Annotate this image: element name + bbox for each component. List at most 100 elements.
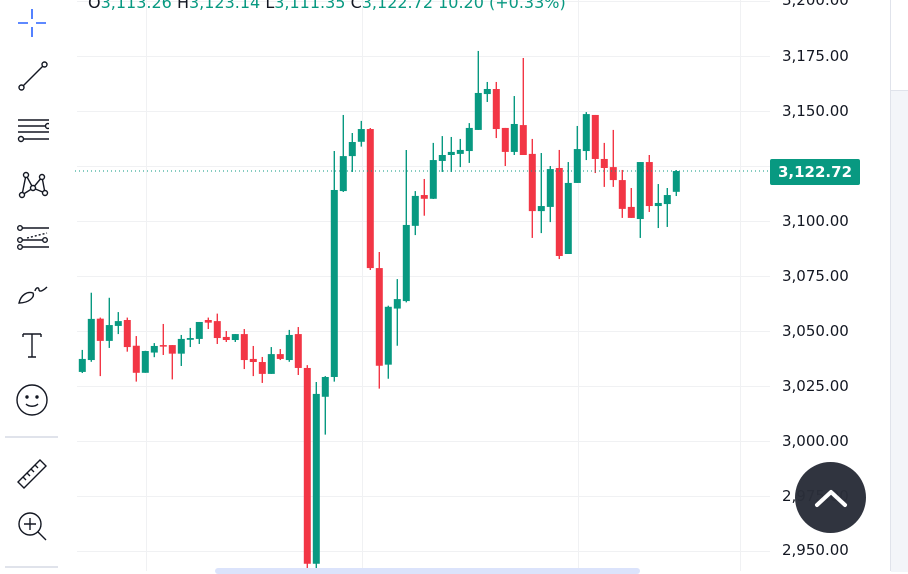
candle-body: [204, 320, 212, 323]
candle-body: [78, 358, 86, 372]
candle: [312, 382, 320, 570]
price-tick: 2,950.00: [782, 541, 849, 559]
candle: [384, 305, 392, 379]
candle: [582, 112, 590, 161]
candle-body: [114, 321, 122, 326]
candle: [447, 136, 455, 172]
candle-body: [267, 354, 275, 374]
candle: [627, 188, 635, 218]
toolbar-divider: [5, 436, 58, 438]
text-tool[interactable]: [12, 325, 52, 365]
candle: [168, 345, 176, 380]
candle: [204, 317, 212, 330]
candle-body: [474, 92, 482, 130]
candle-body: [438, 155, 446, 161]
candle-body: [636, 162, 644, 220]
candle-body: [321, 376, 329, 397]
candle-body: [96, 318, 104, 341]
candle-body: [132, 345, 140, 373]
zoom-in-icon: [18, 512, 47, 541]
toolbar-divider: [5, 566, 58, 568]
price-tick: 3,175.00: [782, 47, 849, 65]
candle-body: [303, 367, 311, 564]
close-label: C: [350, 0, 362, 12]
candle-body: [231, 334, 239, 341]
candle-body: [447, 151, 455, 155]
candle: [393, 279, 401, 346]
candle: [636, 162, 644, 238]
candle: [672, 170, 680, 197]
emoji-tool[interactable]: [12, 380, 52, 420]
candle: [438, 136, 446, 172]
candle-body: [213, 321, 221, 339]
candle: [249, 345, 257, 377]
candle-body: [663, 195, 671, 205]
text-icon: [22, 333, 42, 358]
open-label: O: [88, 0, 101, 12]
candle: [609, 129, 617, 187]
candle: [213, 313, 221, 344]
long-position-icon: [17, 224, 49, 251]
candle-body: [465, 127, 473, 152]
candle: [186, 327, 194, 348]
candle: [573, 125, 581, 183]
candle-body: [609, 167, 617, 181]
candle: [402, 149, 410, 303]
fib-retracement-tool[interactable]: [12, 110, 52, 150]
candle: [330, 151, 338, 382]
candle: [258, 356, 266, 383]
candle: [303, 365, 311, 570]
candle-body: [555, 167, 563, 256]
candle: [114, 312, 122, 335]
brush-tool[interactable]: [12, 272, 52, 312]
candle: [150, 343, 158, 358]
candle: [276, 349, 284, 361]
scroll-to-top-button[interactable]: [795, 462, 866, 533]
fib-retracement-icon: [17, 119, 49, 143]
candle: [618, 169, 626, 218]
candle-body: [150, 345, 158, 353]
candle: [591, 114, 599, 174]
change-value: 10.20 (+0.33%): [438, 0, 566, 12]
candle: [294, 327, 302, 375]
right-panel: [890, 0, 908, 572]
candle-body: [159, 345, 167, 347]
candle-body: [249, 358, 257, 363]
candle-body: [105, 325, 113, 341]
pattern-tool[interactable]: [12, 163, 52, 203]
crosshair-tool[interactable]: [12, 3, 52, 43]
candle: [267, 347, 275, 374]
candle: [195, 321, 203, 344]
candle-body: [492, 89, 500, 130]
candle-body: [429, 160, 437, 199]
price-tick: 3,150.00: [782, 102, 849, 120]
candle-body: [627, 206, 635, 218]
candle-body: [258, 362, 266, 374]
candle-body: [564, 182, 572, 254]
trend-line-tool[interactable]: [12, 55, 52, 95]
high-value: 3,123.14: [188, 0, 261, 12]
zoom-in-tool[interactable]: [12, 506, 52, 546]
candle-body: [591, 114, 599, 159]
candle-body: [573, 149, 581, 183]
candle-body: [123, 320, 131, 348]
candle-body: [294, 334, 302, 368]
drawing-toolbar: [0, 0, 62, 571]
high-label: H: [176, 0, 189, 12]
candle: [123, 317, 131, 352]
xabcd-pattern-icon: [18, 171, 49, 199]
candle-body: [411, 195, 419, 226]
measure-tool[interactable]: [12, 452, 52, 492]
candle: [105, 297, 113, 348]
brush-icon: [18, 286, 48, 304]
candle: [87, 292, 95, 362]
time-scrollbar[interactable]: [215, 568, 640, 574]
candle-body: [537, 206, 545, 212]
candle: [456, 138, 464, 168]
prediction-tool[interactable]: [12, 217, 52, 257]
candle: [222, 331, 230, 342]
candle: [429, 142, 437, 199]
candle: [510, 96, 518, 155]
candle-body: [510, 123, 518, 152]
